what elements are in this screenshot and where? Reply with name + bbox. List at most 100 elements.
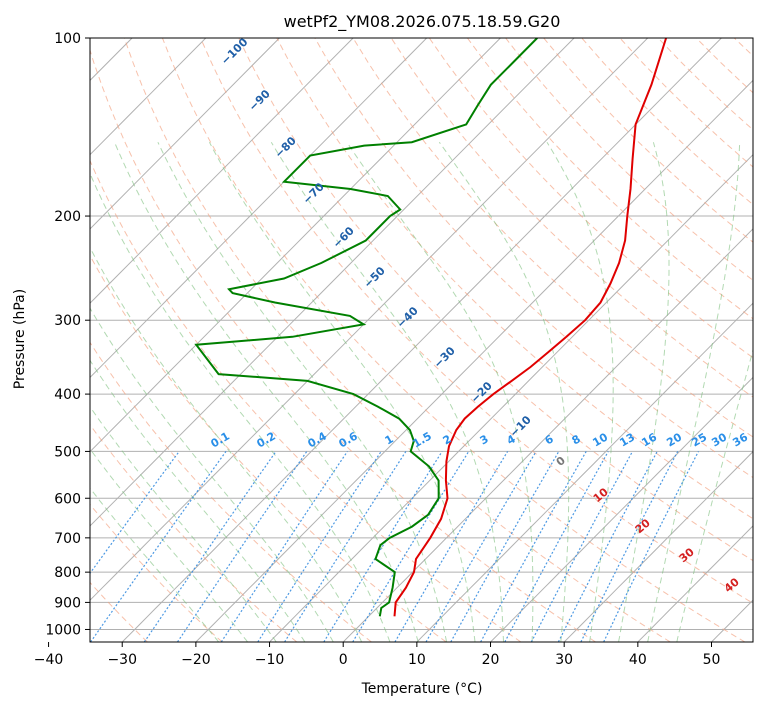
dry-adiabat-label: −50 [361,264,388,291]
y-tick-label: 400 [54,387,81,403]
dry-adiabat-label: −100 [219,35,251,67]
moist-adiabat-line [157,141,448,642]
x-tick-label: 10 [408,652,426,668]
dry-adiabat-label: −90 [246,87,273,114]
moist-adiabat-line [90,448,248,642]
mixing-ratio-line [504,451,609,642]
dry-adiabat-line [90,503,223,642]
isotherm-line [416,302,753,642]
isotherm-line [342,228,753,642]
mixing-ratio-line [557,451,658,642]
moist-adiabat-line [270,141,504,642]
dry-adiabat-label: −20 [468,379,495,406]
x-axis-label: Temperature (°C) [361,681,483,697]
dry-adiabat-line [90,423,298,642]
moist-adiabat-label: 30 [677,545,697,565]
mixing-ratio-label: 0.2 [255,429,278,450]
isotherm-line [0,38,58,642]
mixing-ratio-label: 10 [590,430,610,449]
mixing-ratio-line [603,451,700,642]
dry-adiabat-line [733,38,753,57]
mixing-ratio-label: 20 [664,430,684,449]
y-axis-label: Pressure (hPa) [12,289,28,389]
moist-adiabat-line [438,141,570,642]
x-tick-label: −20 [181,652,211,668]
isotherm-line [90,38,501,453]
y-tick-label: 1000 [45,622,81,638]
dry-adiabat-label: −80 [272,134,299,161]
mixing-ratio-label: 13 [617,431,637,450]
dry-adiabat-line [276,38,753,520]
dry-adiabat-line [238,38,753,562]
y-tick-label: 800 [54,565,81,581]
dry-adiabat-line [695,38,753,94]
y-tick-label: 900 [54,595,81,611]
dry-adiabat-line [123,38,671,642]
mixing-ratio-label: 0.4 [306,429,330,450]
y-tick-label: 500 [54,444,81,460]
isotherm-line [637,525,753,642]
dry-adiabat-line [428,38,753,359]
x-tick-label: −10 [255,652,285,668]
moist-adiabat-line [546,141,614,642]
moist-adiabat-label: 40 [722,575,742,595]
mixing-ratio-label: 1.5 [411,429,434,450]
mixing-ratio-line [323,451,443,642]
dry-adiabat-line [505,38,753,281]
dry-adiabat-line [90,341,372,642]
mixing-ratio-line [257,451,382,642]
plot-area [0,38,753,642]
isotherm-line [90,38,575,527]
mixing-ratio-line [450,451,560,642]
dry-adiabat-line [200,38,753,604]
isotherm-line [90,38,428,379]
y-tick-label: 700 [54,531,81,547]
y-tick-label: 300 [54,313,81,329]
moist-adiabat-line [114,142,419,642]
chart-title: wetPf2_YM08.2026.075.18.59.G20 [284,12,561,32]
dry-adiabat-line [543,38,753,243]
isotherm-line [563,450,753,642]
dry-adiabat-label: −30 [431,344,458,371]
isotherm-line [195,79,753,642]
mixing-ratio-line [352,451,470,642]
mixing-ratio-label: 1 [383,432,396,447]
moist-adiabat-line [90,405,277,642]
mixing-ratio-line [580,451,679,642]
x-tick-label: 50 [703,652,721,668]
dry-adiabat-line [161,38,746,642]
mixing-ratio-label: 8 [570,432,583,447]
dry-adiabat-line [90,254,447,642]
mixing-ratio-line [220,451,348,642]
y-tick-label: 200 [54,209,81,225]
dry-adiabat-line [90,159,522,642]
isotherm-line [711,599,753,642]
mixing-ratio-label: 3 [478,432,491,447]
mixing-ratio-line [284,451,407,642]
moist-adiabat-line [676,348,753,642]
x-tick-label: 0 [339,652,348,668]
isotherm-line [90,38,354,304]
dry-adiabat-line [390,38,753,398]
x-tick-label: −30 [107,652,137,668]
moist-adiabat-line [90,359,306,642]
mixing-ratio-label: 0.6 [337,429,361,450]
isotherm-line [90,38,207,156]
isotherm-line [90,38,649,601]
moist-adiabat-line [618,142,670,642]
dry-adiabat-line [90,48,596,642]
isotherm-line [490,376,753,642]
moist-adiabat-line [90,246,363,642]
mixing-ratio-label: 0.1 [209,429,232,450]
mixing-ratio-label: 36 [730,430,750,449]
y-tick-label: 600 [54,491,81,507]
dry-adiabat-label: −40 [394,304,421,331]
mixing-ratio-line [90,451,180,575]
dry-adiabat-line [352,38,753,438]
x-tick-label: 40 [629,652,647,668]
dry-adiabat-line [581,38,753,206]
x-tick-label: 20 [482,652,500,668]
moist-adiabat-line [90,487,220,642]
mixing-ratio-line [143,451,277,642]
